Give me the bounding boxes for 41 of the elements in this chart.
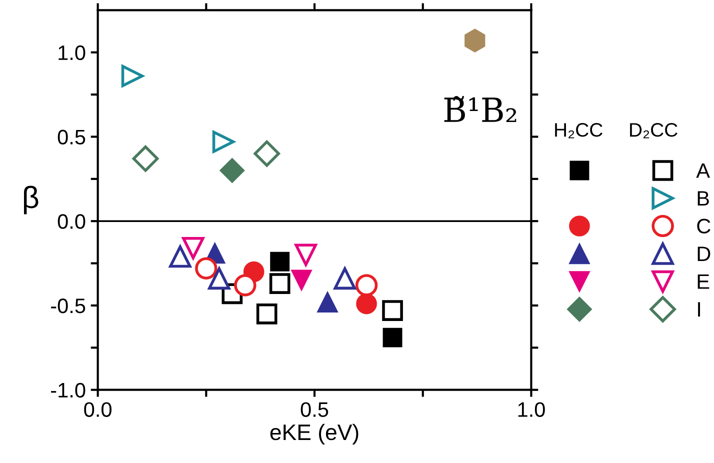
point (382, 328, 402, 348)
x-tick-label: 0.5 (300, 402, 328, 417)
x-tick-label: 0.0 (84, 402, 112, 417)
point (195, 257, 218, 280)
point (317, 292, 338, 313)
legend-label: E (698, 274, 710, 289)
legend-label: B (698, 191, 709, 206)
point (208, 267, 230, 290)
y-tick-label: 0.0 (58, 214, 86, 229)
x-tick-label: 1.0 (518, 402, 545, 417)
y-tick-label: 1.0 (58, 45, 86, 60)
point (182, 236, 204, 260)
legend-label: A (696, 163, 710, 178)
point (220, 158, 245, 183)
y-axis-title: β (24, 186, 38, 214)
point (121, 64, 144, 88)
point (256, 303, 278, 324)
point (464, 28, 486, 52)
legend-label: C (697, 218, 710, 234)
y-tick-label: -1.0 (51, 382, 86, 398)
point (132, 146, 159, 172)
text: D₂CC (630, 123, 678, 138)
y-tick-label: -0.5 (51, 298, 86, 314)
point (356, 293, 377, 314)
point (212, 130, 235, 153)
legend-label: I (698, 302, 700, 317)
text: H₂CC (555, 123, 602, 138)
point (269, 273, 290, 294)
point (270, 252, 290, 272)
point (234, 274, 256, 296)
point (169, 245, 192, 268)
point (254, 140, 280, 167)
legend-label: D (698, 246, 710, 262)
annotation: B̃¹B₂ (444, 96, 516, 122)
x-axis-title: eKE (eV) (270, 424, 358, 445)
point (382, 300, 403, 321)
point (355, 274, 378, 296)
point (291, 270, 312, 291)
point (294, 244, 317, 266)
y-tick-label: 0.5 (58, 130, 86, 144)
point (334, 267, 356, 290)
